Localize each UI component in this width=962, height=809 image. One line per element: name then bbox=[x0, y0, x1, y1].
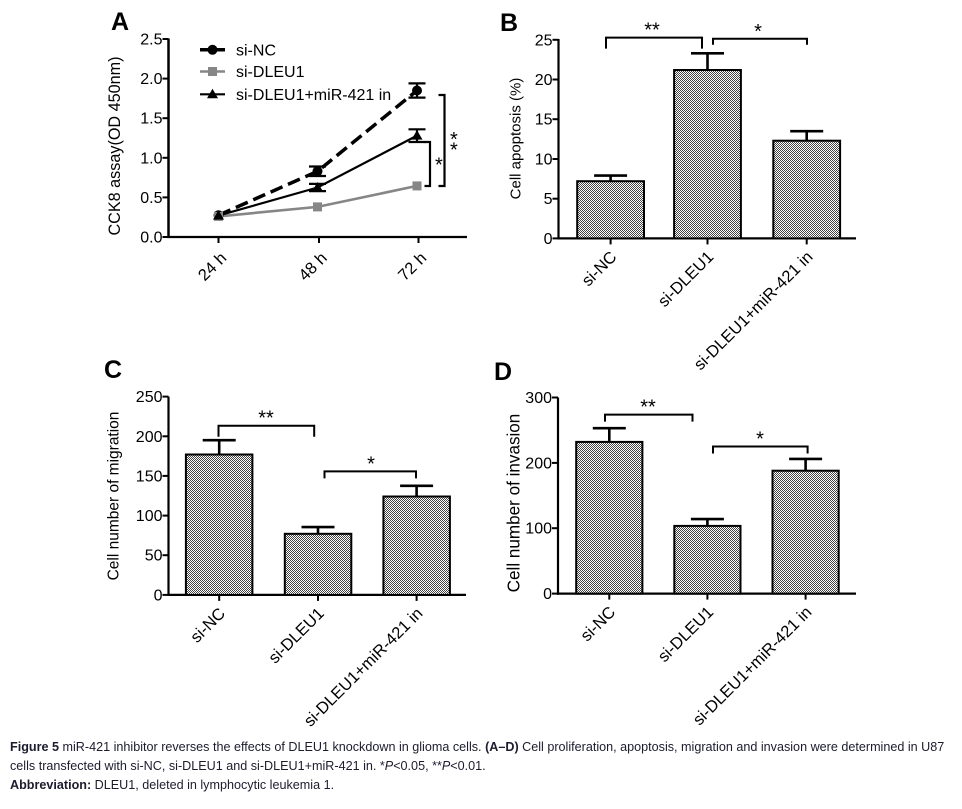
svg-text:A: A bbox=[111, 8, 129, 36]
svg-text:0: 0 bbox=[154, 587, 163, 604]
svg-text:si-DLEU1: si-DLEU1 bbox=[265, 605, 328, 668]
svg-text:1.0: 1.0 bbox=[140, 150, 162, 167]
svg-text:*: * bbox=[754, 21, 762, 43]
svg-text:si-DLEU1: si-DLEU1 bbox=[655, 603, 718, 666]
svg-text:0.0: 0.0 bbox=[140, 230, 162, 247]
svg-text:Cell number of invasion: Cell number of invasion bbox=[505, 414, 524, 593]
svg-text:B: B bbox=[500, 9, 518, 37]
svg-text:1.5: 1.5 bbox=[140, 111, 162, 128]
svg-text:D: D bbox=[494, 358, 512, 386]
svg-text:200: 200 bbox=[136, 429, 163, 446]
svg-text:*: * bbox=[450, 129, 458, 151]
svg-text:100: 100 bbox=[525, 521, 552, 538]
svg-text:*: * bbox=[756, 429, 764, 451]
svg-text:si-NC: si-NC bbox=[577, 603, 619, 645]
svg-text:Cell number of migration: Cell number of migration bbox=[106, 412, 123, 581]
svg-text:200: 200 bbox=[525, 455, 552, 472]
svg-text:5: 5 bbox=[544, 191, 553, 208]
svg-text:si-DLEU1: si-DLEU1 bbox=[655, 248, 718, 311]
svg-text:**: ** bbox=[644, 20, 660, 42]
svg-text:2.0: 2.0 bbox=[140, 71, 162, 88]
svg-text:72 h: 72 h bbox=[395, 249, 430, 284]
svg-text:24 h: 24 h bbox=[195, 249, 230, 284]
svg-text:*: * bbox=[450, 140, 458, 162]
svg-text:20: 20 bbox=[535, 72, 553, 89]
svg-text:25: 25 bbox=[535, 32, 553, 49]
svg-text:15: 15 bbox=[535, 112, 553, 129]
svg-text:10: 10 bbox=[535, 152, 553, 169]
svg-text:2.5: 2.5 bbox=[140, 32, 162, 49]
svg-text:si-DLEU1+miR-421 in: si-DLEU1+miR-421 in bbox=[236, 87, 391, 104]
svg-text:*: * bbox=[435, 155, 443, 177]
svg-text:si-NC: si-NC bbox=[579, 248, 621, 290]
svg-text:250: 250 bbox=[136, 389, 163, 406]
svg-text:300: 300 bbox=[525, 390, 552, 407]
svg-text:150: 150 bbox=[136, 468, 163, 485]
svg-text:48 h: 48 h bbox=[295, 249, 330, 284]
svg-text:0: 0 bbox=[543, 586, 552, 603]
svg-text:si-DLEU1: si-DLEU1 bbox=[236, 64, 305, 81]
svg-text:si-NC: si-NC bbox=[187, 604, 229, 646]
svg-text:50: 50 bbox=[145, 548, 163, 565]
svg-text:*: * bbox=[367, 453, 375, 475]
svg-text:**: ** bbox=[640, 397, 656, 419]
svg-text:si-NC: si-NC bbox=[236, 42, 276, 59]
svg-text:100: 100 bbox=[136, 508, 163, 525]
svg-text:Cell apoptosis (%): Cell apoptosis (%) bbox=[508, 78, 525, 200]
svg-text:0.5: 0.5 bbox=[140, 190, 162, 207]
svg-text:CCK8 assay(OD 450nm): CCK8 assay(OD 450nm) bbox=[106, 56, 124, 235]
svg-text:**: ** bbox=[258, 408, 274, 430]
svg-text:C: C bbox=[104, 356, 122, 384]
svg-text:0: 0 bbox=[544, 231, 553, 248]
